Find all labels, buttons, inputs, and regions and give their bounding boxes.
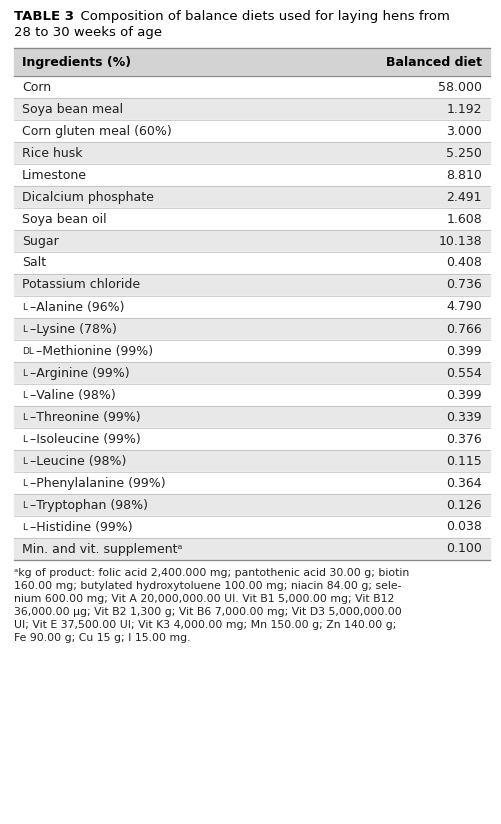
Text: –Methionine (99%): –Methionine (99%) [36,344,153,358]
Text: TABLE 3: TABLE 3 [14,10,74,23]
Bar [14,406,490,428]
Text: Rice husk: Rice husk [22,147,83,160]
Bar [14,384,490,406]
Text: 0.408: 0.408 [446,256,482,269]
Text: 0.339: 0.339 [446,410,482,424]
Text: L: L [22,368,27,377]
Bar [14,252,490,274]
Text: L: L [22,522,27,531]
Text: 0.766: 0.766 [446,322,482,335]
Text: Min. and vit. supplementᵃ: Min. and vit. supplementᵃ [22,542,182,555]
Text: –Isoleucine (99%): –Isoleucine (99%) [30,433,141,446]
Text: 1.608: 1.608 [446,213,482,226]
Text: ᵃkg of product: folic acid 2,400.000 mg; pantothenic acid 30.00 g; biotin: ᵃkg of product: folic acid 2,400.000 mg;… [14,568,409,578]
Bar [14,76,490,98]
Bar [14,450,490,472]
Text: 0.364: 0.364 [446,476,482,489]
Text: 28 to 30 weeks of age: 28 to 30 weeks of age [14,26,162,39]
Text: 2.491: 2.491 [446,190,482,204]
Bar [14,318,490,340]
Bar [14,362,490,384]
Text: L: L [22,479,27,488]
Text: –Lysine (78%): –Lysine (78%) [30,322,117,335]
Text: Ingredients (%): Ingredients (%) [22,55,131,68]
Bar [14,142,490,164]
Text: Corn: Corn [22,81,51,93]
Text: Salt: Salt [22,256,46,269]
Text: DL: DL [22,347,34,355]
Text: Soya bean oil: Soya bean oil [22,213,107,226]
Text: nium 600.00 mg; Vit A 20,000,000.00 UI. Vit B1 5,000.00 mg; Vit B12: nium 600.00 mg; Vit A 20,000,000.00 UI. … [14,594,394,604]
Text: L: L [22,325,27,334]
Text: UI; Vit E 37,500.00 UI; Vit K3 4,000.00 mg; Mn 150.00 g; Zn 140.00 g;: UI; Vit E 37,500.00 UI; Vit K3 4,000.00 … [14,620,396,630]
Text: Potassium chloride: Potassium chloride [22,279,140,292]
Bar [14,516,490,538]
Text: –Phenylalanine (99%): –Phenylalanine (99%) [30,476,166,489]
Text: 1.192: 1.192 [446,102,482,115]
Bar [14,494,490,516]
Bar [14,186,490,208]
Text: 3.000: 3.000 [446,124,482,138]
Bar [14,472,490,494]
Text: Limestone: Limestone [22,168,87,181]
Text: Corn gluten meal (60%): Corn gluten meal (60%) [22,124,172,138]
Bar [14,164,490,186]
Text: Composition of balance diets used for laying hens from: Composition of balance diets used for la… [72,10,450,23]
Text: Fe 90.00 g; Cu 15 g; I 15.00 mg.: Fe 90.00 g; Cu 15 g; I 15.00 mg. [14,633,190,643]
Text: 0.399: 0.399 [446,344,482,358]
Text: L: L [22,456,27,466]
Text: –Threonine (99%): –Threonine (99%) [30,410,141,424]
Text: 5.250: 5.250 [446,147,482,160]
Text: 10.138: 10.138 [438,235,482,247]
Text: –Leucine (98%): –Leucine (98%) [30,455,126,467]
Text: 0.038: 0.038 [446,521,482,533]
Text: L: L [22,413,27,422]
Text: L: L [22,391,27,400]
Bar [14,98,490,120]
Text: 0.399: 0.399 [446,388,482,401]
Text: 4.790: 4.790 [446,301,482,313]
Text: L: L [22,500,27,509]
Text: 58.000: 58.000 [438,81,482,93]
Text: 0.126: 0.126 [446,499,482,512]
Bar [14,340,490,362]
Text: 160.00 mg; butylated hydroxytoluene 100.00 mg; niacin 84.00 g; sele-: 160.00 mg; butylated hydroxytoluene 100.… [14,581,401,591]
Text: L: L [22,434,27,443]
Bar [14,296,490,318]
Text: –Tryptophan (98%): –Tryptophan (98%) [30,499,148,512]
Bar [14,428,490,450]
Bar [14,120,490,142]
Bar [14,230,490,252]
Text: 0.554: 0.554 [446,367,482,380]
Text: 36,000.00 μg; Vit B2 1,300 g; Vit B6 7,000.00 mg; Vit D3 5,000,000.00: 36,000.00 μg; Vit B2 1,300 g; Vit B6 7,0… [14,607,402,617]
Bar [14,48,490,76]
Text: Sugar: Sugar [22,235,59,247]
Bar [14,208,490,230]
Text: –Valine (98%): –Valine (98%) [30,388,116,401]
Text: –Alanine (96%): –Alanine (96%) [30,301,125,313]
Bar [14,538,490,560]
Bar [14,274,490,296]
Text: 8.810: 8.810 [446,168,482,181]
Text: 0.376: 0.376 [446,433,482,446]
Text: Balanced diet: Balanced diet [386,55,482,68]
Text: L: L [22,302,27,311]
Text: 0.100: 0.100 [446,542,482,555]
Text: 0.115: 0.115 [446,455,482,467]
Text: –Histidine (99%): –Histidine (99%) [30,521,133,533]
Text: Dicalcium phosphate: Dicalcium phosphate [22,190,154,204]
Text: –Arginine (99%): –Arginine (99%) [30,367,130,380]
Text: Soya bean meal: Soya bean meal [22,102,123,115]
Text: 0.736: 0.736 [446,279,482,292]
